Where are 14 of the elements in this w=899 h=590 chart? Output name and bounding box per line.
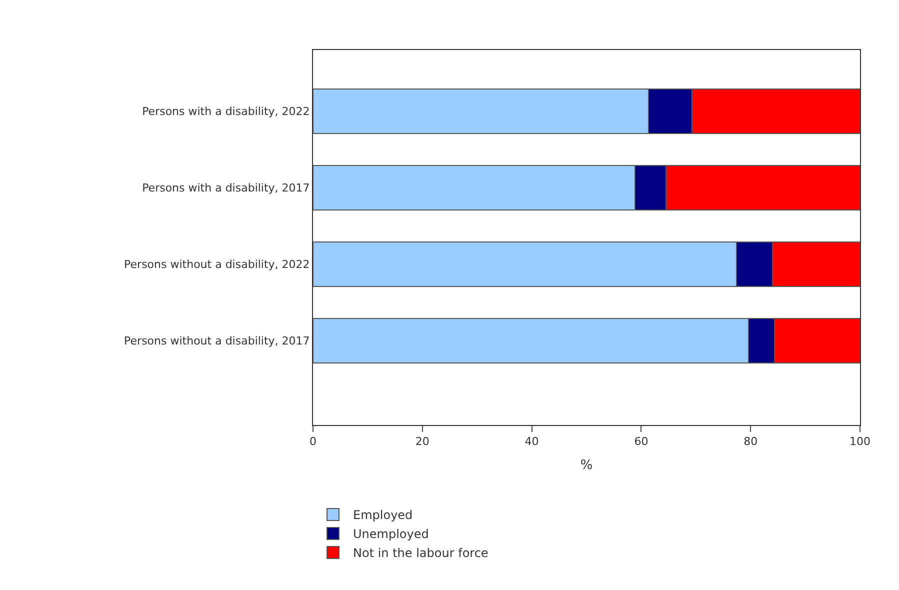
x-tick-label: 40 bbox=[524, 435, 539, 448]
x-tick-label: 60 bbox=[634, 435, 648, 448]
x-axis-title: % bbox=[580, 458, 593, 473]
y-tick-label: Persons without a disability, 2022 bbox=[124, 258, 310, 272]
legend-label: Employed bbox=[353, 508, 413, 522]
legend-label: Unemployed bbox=[353, 527, 429, 542]
x-tick-label: 20 bbox=[415, 435, 430, 448]
legend-label: Not in the labour force bbox=[353, 546, 488, 560]
x-tick-label: 100 bbox=[850, 435, 870, 448]
y-tick-label: Persons with a disability, 2022 bbox=[142, 105, 310, 118]
x-tick-label: 0 bbox=[310, 435, 316, 448]
y-tick-label: Persons without a disability, 2017 bbox=[124, 334, 310, 348]
y-tick-label: Persons with a disability, 2017 bbox=[142, 182, 310, 195]
x-tick-label: 80 bbox=[744, 435, 758, 448]
